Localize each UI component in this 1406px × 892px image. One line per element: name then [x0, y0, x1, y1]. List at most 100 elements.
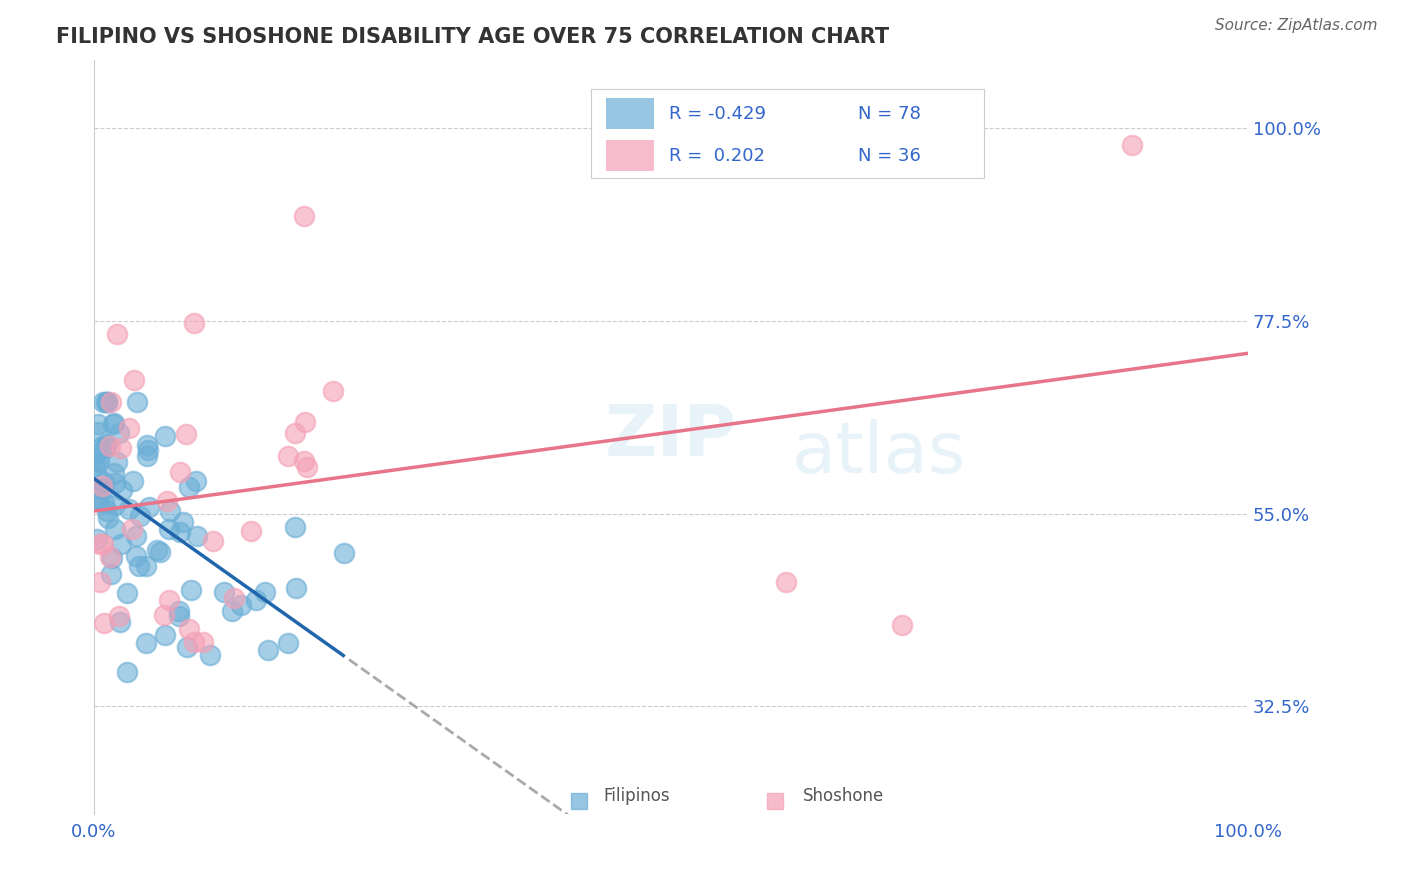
Point	[179, 479, 201, 493]
Point	[110, 441, 132, 455]
Point	[93, 441, 115, 455]
Point	[94, 440, 117, 454]
Point	[104, 475, 127, 490]
Point	[295, 459, 318, 474]
Point	[118, 502, 141, 516]
Point	[100, 395, 122, 409]
Point	[98, 439, 121, 453]
Point	[198, 648, 221, 662]
Point	[105, 326, 128, 341]
Point	[124, 529, 146, 543]
Point	[277, 450, 299, 464]
Point	[156, 494, 179, 508]
Point	[89, 537, 111, 551]
Point	[100, 567, 122, 582]
Point	[229, 598, 252, 612]
Point	[212, 584, 235, 599]
Point	[176, 427, 198, 442]
Point	[322, 384, 344, 398]
Point	[117, 421, 139, 435]
Text: N = 78: N = 78	[858, 105, 921, 123]
Point	[890, 618, 912, 632]
Point	[763, 794, 786, 808]
Point	[285, 581, 308, 595]
Point	[108, 426, 131, 441]
Text: atlas: atlas	[792, 419, 966, 488]
Point	[292, 453, 315, 467]
Point	[333, 546, 356, 560]
Text: ZIP: ZIP	[605, 402, 737, 471]
Point	[284, 425, 307, 440]
Point	[135, 437, 157, 451]
Point	[84, 459, 107, 474]
Point	[239, 524, 262, 539]
Point	[101, 417, 124, 432]
Point	[222, 591, 245, 605]
Point	[93, 475, 115, 490]
Point	[169, 524, 191, 539]
Point	[105, 455, 128, 469]
Text: FILIPINO VS SHOSHONE DISABILITY AGE OVER 75 CORRELATION CHART: FILIPINO VS SHOSHONE DISABILITY AGE OVER…	[56, 27, 890, 46]
Point	[159, 504, 181, 518]
Point	[84, 448, 107, 462]
Point	[167, 608, 190, 623]
FancyBboxPatch shape	[606, 140, 654, 171]
Point	[96, 395, 118, 409]
Point	[91, 479, 114, 493]
Text: N = 36: N = 36	[858, 147, 921, 165]
Point	[145, 543, 167, 558]
Point	[157, 593, 180, 607]
Point	[177, 622, 200, 636]
Point	[117, 586, 139, 600]
Point	[98, 550, 121, 565]
Point	[135, 559, 157, 574]
Point	[86, 490, 108, 504]
Point	[221, 604, 243, 618]
Point	[87, 493, 110, 508]
Point	[254, 585, 277, 599]
Point	[104, 522, 127, 536]
Point	[292, 209, 315, 223]
Point	[149, 545, 172, 559]
Point	[96, 504, 118, 518]
Point	[128, 559, 150, 574]
Point	[152, 608, 174, 623]
Point	[94, 395, 117, 409]
Point	[89, 454, 111, 468]
Point	[568, 794, 591, 808]
Point	[183, 635, 205, 649]
Text: R =  0.202: R = 0.202	[669, 147, 765, 165]
Point	[91, 395, 114, 409]
Point	[153, 429, 176, 443]
Point	[108, 609, 131, 624]
Point	[125, 395, 148, 409]
Point	[191, 635, 214, 649]
Point	[93, 615, 115, 630]
Text: Source: ZipAtlas.com: Source: ZipAtlas.com	[1215, 18, 1378, 33]
Point	[103, 467, 125, 481]
Point	[104, 498, 127, 512]
Point	[86, 469, 108, 483]
Point	[97, 511, 120, 525]
Point	[89, 575, 111, 590]
Point	[87, 425, 110, 439]
Point	[110, 537, 132, 551]
Point	[284, 520, 307, 534]
Point	[138, 500, 160, 515]
Point	[125, 549, 148, 564]
Point	[135, 636, 157, 650]
Point	[128, 508, 150, 523]
Point	[110, 615, 132, 629]
Point	[176, 640, 198, 655]
Point	[136, 449, 159, 463]
Point	[93, 495, 115, 509]
Point	[775, 575, 797, 590]
FancyBboxPatch shape	[606, 98, 654, 129]
Point	[90, 440, 112, 454]
Point	[122, 373, 145, 387]
Point	[245, 593, 267, 607]
Point	[89, 482, 111, 496]
Text: R = -0.429: R = -0.429	[669, 105, 766, 123]
Point	[1121, 138, 1143, 153]
Point	[103, 416, 125, 430]
